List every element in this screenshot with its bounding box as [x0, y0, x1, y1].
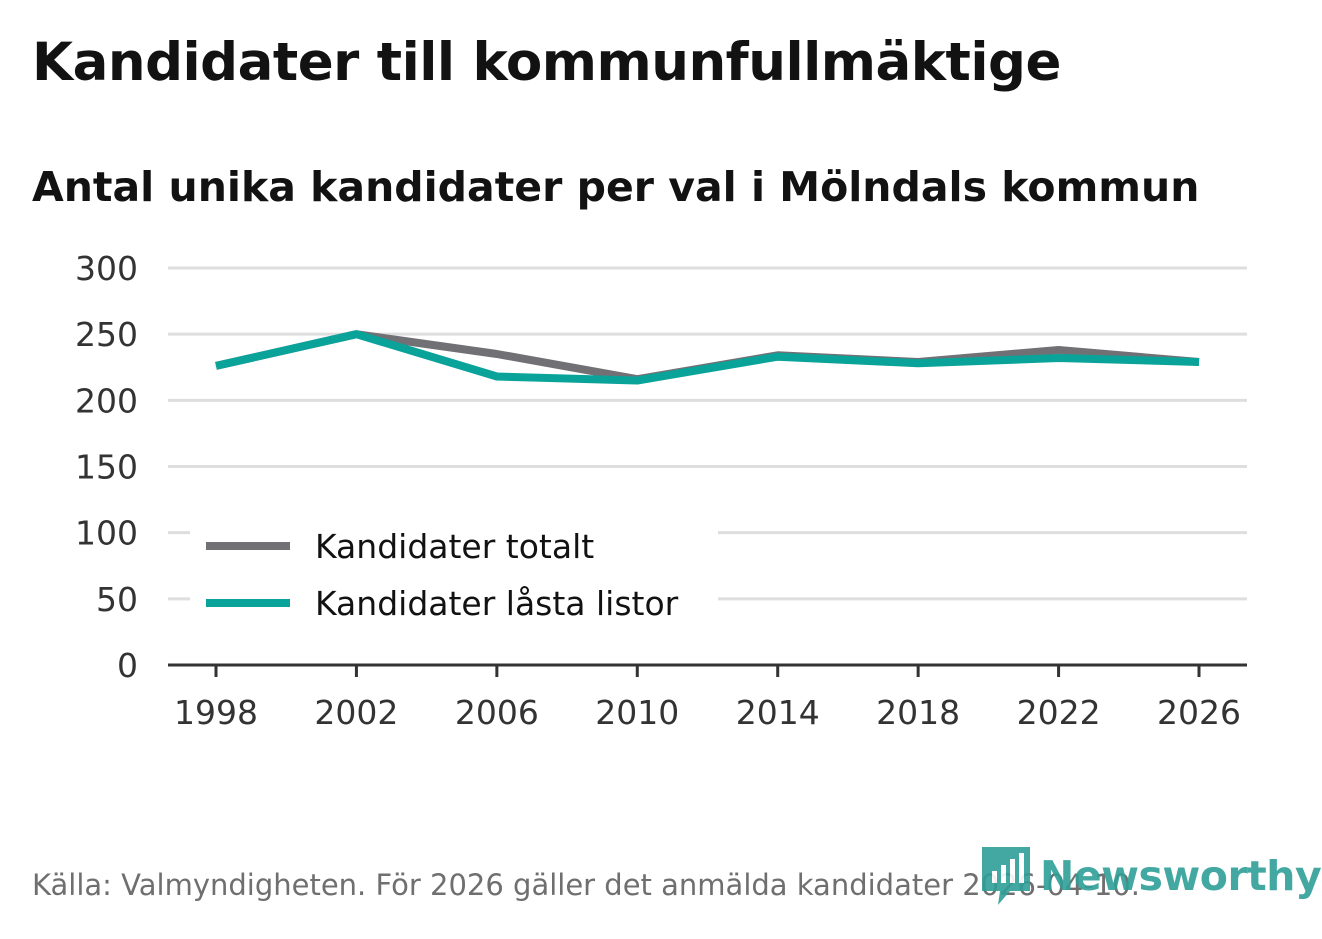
legend-background: [190, 516, 718, 636]
legend-label-0: Kandidater totalt: [315, 527, 594, 566]
chart-title: Kandidater till kommunfullmäktige: [32, 32, 1061, 93]
brand-name: Newsworthy: [1040, 852, 1322, 900]
source-note: Källa: Valmyndigheten. För 2026 gäller d…: [32, 868, 1140, 902]
series-line-1: [215, 330, 1200, 385]
series-lines: [215, 330, 1200, 385]
chart-subtitle: Antal unika kandidater per val i Mölndal…: [32, 163, 1200, 211]
x-tick-label-2014: 2014: [736, 693, 820, 732]
x-tick-label-1998: 1998: [174, 693, 258, 732]
x-tick-label-2002: 2002: [314, 693, 398, 732]
brand-logo: Newsworthy: [980, 845, 1322, 907]
legend-label-1: Kandidater låsta listor: [315, 584, 679, 623]
x-tick-label-2018: 2018: [876, 693, 960, 732]
y-tick-label-300: 300: [75, 249, 138, 288]
y-tick-label-150: 150: [75, 448, 138, 487]
x-tick-label-2022: 2022: [1017, 693, 1101, 732]
x-tick-label-2026: 2026: [1157, 693, 1241, 732]
x-tick-label-2006: 2006: [455, 693, 539, 732]
y-axis-ticks: 0 50 100 150 200 250 300: [75, 249, 138, 685]
x-axis-ticks: 1998 2002 2006 2010 2014 2018 2022 2026: [174, 665, 1241, 732]
y-tick-label-250: 250: [75, 315, 138, 354]
legend: Kandidater totalt Kandidater låsta listor: [190, 516, 718, 636]
y-tick-label-100: 100: [75, 514, 138, 553]
line-chart: 0 50 100 150 200 250 300 1998 2002 2006 2010 2014 2…: [75, 249, 1247, 732]
y-tick-label-50: 50: [96, 580, 138, 619]
y-tick-label-0: 0: [117, 646, 138, 685]
newsworthy-logo-icon: [982, 847, 1030, 905]
x-tick-label-2010: 2010: [595, 693, 679, 732]
y-tick-label-200: 200: [75, 381, 138, 420]
